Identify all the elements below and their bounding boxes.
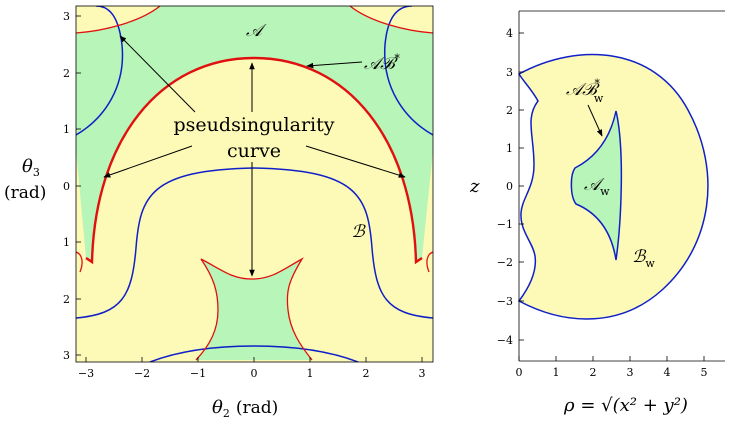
right-y-tick: −2	[497, 256, 513, 269]
left-region-label-b: ℬ	[351, 222, 366, 242]
left-y-tick: 0	[63, 180, 70, 193]
left-region-a-bottom	[196, 259, 312, 360]
right-region-aw	[570, 110, 623, 261]
abw-pointer-arrow	[587, 104, 603, 137]
left-red-curve-top-left	[76, 6, 161, 34]
left-x-tick: 2	[363, 367, 370, 380]
right-region-label-aw: 𝒜w	[584, 175, 610, 198]
left-x-tick: −3	[78, 367, 94, 380]
left-red-curve-corner-left	[76, 251, 83, 273]
left-x-axis-label: θ2 (rad)	[212, 397, 278, 420]
left-x-tick: 0	[251, 367, 258, 380]
left-region-label-ab: 𝒜ℬ*	[364, 52, 400, 74]
left-plot-frame	[75, 5, 434, 363]
right-x-tick: 1	[553, 366, 560, 379]
left-y-tick: 1	[63, 123, 70, 136]
left-y-tick: 3	[63, 349, 70, 362]
left-blue-curve-top-left	[76, 6, 124, 136]
left-region-b-top-left	[76, 6, 160, 33]
right-x-tick: 3	[627, 366, 634, 379]
ab-pointer-arrow	[306, 61, 363, 69]
left-x-tick: 1	[307, 367, 314, 380]
right-x-ticks	[518, 356, 705, 361]
right-region-label-abw: 𝒜ℬ* w	[566, 77, 604, 105]
left-red-curve-top-right	[349, 6, 433, 34]
right-x-tick: 5	[701, 366, 708, 379]
left-y-axis-unit: (rad)	[4, 183, 46, 203]
left-red-curve-bottom-hourglass	[195, 257, 313, 361]
right-y-axis-label: z	[469, 176, 480, 197]
right-y-tick: −1	[497, 218, 513, 231]
left-y-tick: 2	[63, 67, 70, 80]
left-y-tick: 1	[63, 236, 70, 249]
annotation-arrow-left	[103, 145, 193, 178]
left-y-tick: 3	[63, 10, 70, 23]
right-y-tick: −3	[497, 295, 513, 308]
left-red-curve-corner-right	[426, 251, 433, 273]
right-y-ticks	[519, 32, 524, 341]
annotation-pseudsingularity: pseudsingularity	[174, 114, 335, 136]
right-y-tick: 2	[506, 104, 513, 117]
right-x-axis-label: ρ = √(x² + y²)	[563, 395, 688, 416]
right-region-label-bw: ℬw	[632, 247, 655, 270]
pseudosingularity-curve	[85, 56, 423, 265]
annotation-arrow-top-left	[119, 35, 196, 113]
right-x-tick: 2	[590, 366, 597, 379]
left-blue-curve-middle	[76, 167, 433, 319]
right-x-tick: 4	[664, 366, 671, 379]
right-y-tick: −4	[497, 334, 513, 347]
left-y-tick: 2	[63, 293, 70, 306]
left-plot: −3 −2 −1 0 1 2 3 3 2 1 0 1 2 3 θ2 (rad) θ…	[4, 5, 434, 420]
right-y-tick: 4	[506, 27, 513, 40]
left-x-ticks	[85, 357, 423, 362]
left-x-tick: 3	[419, 367, 426, 380]
right-plot: 0 1 2 3 4 5 4 3 2 1 0 −1 −2 −3 −4 z ρ = …	[469, 10, 725, 416]
left-blue-curve-top-right	[384, 6, 433, 136]
annotation-curve: curve	[227, 140, 281, 162]
left-y-ticks	[76, 15, 81, 356]
right-y-tick: 0	[506, 180, 513, 193]
left-x-tick: −1	[190, 367, 206, 380]
left-x-tick: −2	[134, 367, 150, 380]
left-blue-curve-bottom	[149, 345, 359, 362]
right-y-tick: 1	[506, 142, 513, 155]
left-region-b	[76, 58, 433, 362]
left-region-label-a: 𝒜	[246, 21, 267, 41]
annotation-arrow-right	[305, 145, 406, 178]
right-y-tick: 3	[506, 66, 513, 79]
left-y-axis-label: θ3	[22, 156, 40, 179]
right-x-tick: 0	[516, 366, 523, 379]
